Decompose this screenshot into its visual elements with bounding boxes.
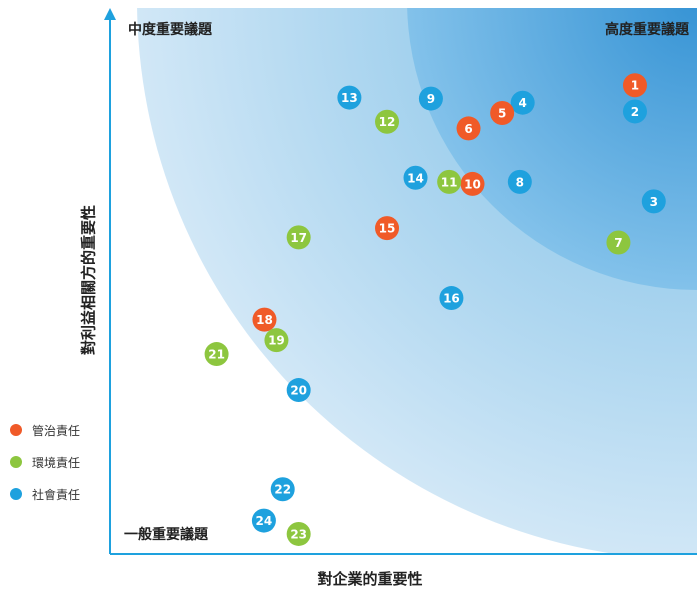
data-point-5: 5 (490, 100, 515, 125)
point-marker (418, 86, 443, 111)
legend-label: 社會責任 (32, 487, 81, 502)
legend-label: 管治責任 (32, 423, 81, 438)
data-point-24: 24 (251, 508, 276, 533)
point-marker (375, 216, 400, 241)
point-marker (286, 378, 311, 403)
point-label: 4 (519, 96, 527, 110)
y-axis-label-wrap: 對利益相關方的重要性 (66, 160, 110, 400)
point-label: 15 (379, 222, 396, 236)
zone-label-general: 一般重要議題 (124, 527, 208, 543)
point-label: 22 (274, 483, 291, 497)
data-point-7: 7 (606, 230, 631, 255)
data-point-3: 3 (641, 189, 666, 214)
point-label: 16 (443, 292, 460, 306)
point-label: 14 (407, 171, 424, 185)
point-marker (375, 109, 400, 134)
point-label: 19 (268, 334, 285, 348)
point-marker (403, 165, 428, 190)
point-label: 3 (650, 195, 658, 209)
legend: 管治責任 環境責任 社會責任 (10, 414, 80, 510)
point-label: 23 (290, 527, 307, 541)
point-marker (286, 225, 311, 250)
point-marker (507, 169, 532, 194)
point-marker (439, 286, 464, 311)
point-label: 24 (256, 514, 273, 528)
social-dot-icon (10, 488, 22, 500)
y-axis-arrow (104, 8, 116, 20)
data-point-11: 11 (437, 169, 462, 194)
point-label: 1 (631, 79, 639, 93)
point-label: 9 (427, 92, 435, 106)
data-point-21: 21 (204, 342, 229, 367)
legend-item-governance: 管治責任 (10, 414, 80, 446)
data-point-10: 10 (460, 171, 485, 196)
data-point-15: 15 (375, 216, 400, 241)
legend-label: 環境責任 (32, 455, 81, 470)
data-point-22: 22 (270, 477, 295, 502)
point-marker (264, 328, 289, 353)
point-label: 11 (441, 175, 458, 189)
data-point-4: 4 (510, 90, 535, 115)
data-point-14: 14 (403, 165, 428, 190)
point-marker (251, 508, 276, 533)
point-marker (510, 90, 535, 115)
data-point-20: 20 (286, 378, 311, 403)
data-point-16: 16 (439, 286, 464, 311)
legend-item-social: 社會責任 (10, 478, 80, 510)
high-importance-zone (407, 8, 697, 290)
y-axis-label: 對利益相關方的重要性 (79, 204, 98, 356)
environment-dot-icon (10, 456, 22, 468)
data-point-8: 8 (507, 169, 532, 194)
point-label: 13 (341, 91, 358, 105)
point-marker (641, 189, 666, 214)
data-point-1: 1 (622, 73, 647, 98)
point-marker (270, 477, 295, 502)
point-marker (606, 230, 631, 255)
point-label: 12 (379, 115, 396, 129)
point-marker (456, 116, 481, 141)
data-point-19: 19 (264, 328, 289, 353)
point-label: 17 (290, 231, 307, 245)
data-point-6: 6 (456, 116, 481, 141)
point-label: 6 (464, 122, 472, 136)
point-marker (460, 171, 485, 196)
point-label: 21 (208, 348, 225, 362)
point-label: 5 (498, 106, 506, 120)
point-label: 7 (614, 236, 622, 250)
point-label: 20 (290, 384, 307, 398)
point-label: 10 (464, 177, 481, 191)
point-marker (204, 342, 229, 367)
point-marker (286, 521, 311, 546)
zone-label-high: 高度重要議題 (605, 22, 689, 38)
governance-dot-icon (10, 424, 22, 436)
point-label: 18 (256, 313, 273, 327)
zone-label-medium: 中度重要議題 (128, 22, 212, 38)
point-label: 8 (516, 175, 524, 189)
data-point-23: 23 (286, 521, 311, 546)
x-axis-label: 對企業的重要性 (317, 570, 423, 588)
point-marker (622, 73, 647, 98)
data-point-2: 2 (622, 99, 647, 124)
data-point-12: 12 (375, 109, 400, 134)
point-marker (252, 307, 277, 332)
data-point-9: 9 (418, 86, 443, 111)
data-point-17: 17 (286, 225, 311, 250)
point-marker (622, 99, 647, 124)
point-marker (490, 100, 515, 125)
point-label: 2 (631, 105, 639, 119)
point-marker (337, 85, 362, 110)
legend-item-environment: 環境責任 (10, 446, 80, 478)
point-marker (437, 169, 462, 194)
data-point-13: 13 (337, 85, 362, 110)
data-point-18: 18 (252, 307, 277, 332)
